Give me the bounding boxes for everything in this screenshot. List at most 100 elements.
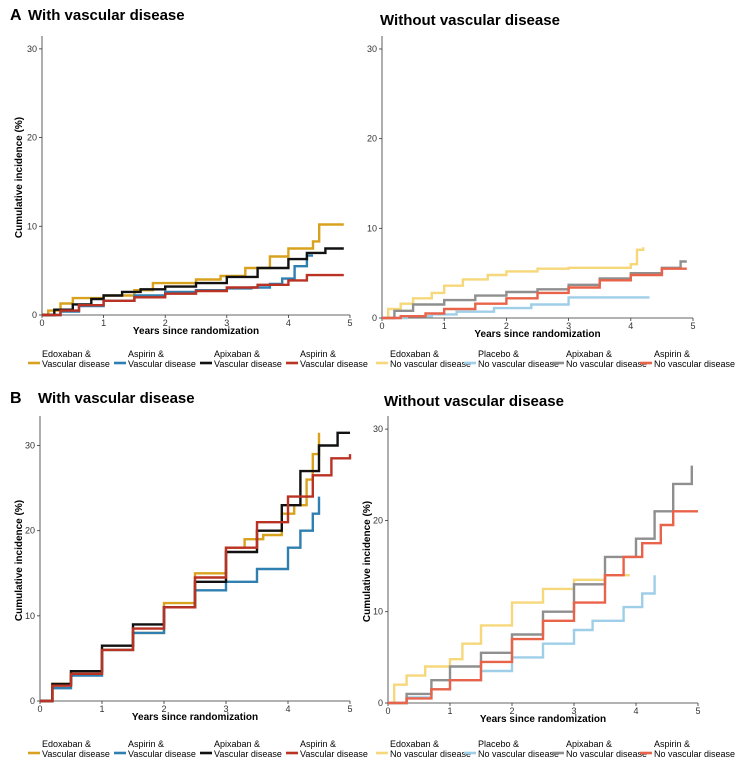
legend-label-line2: No vascular disease (390, 749, 471, 759)
chart-b1-series-4-line (40, 454, 352, 703)
chart-b1-x-label: Years since randomization (132, 712, 258, 723)
chart-a2-x-tick-label: 2 (504, 321, 509, 331)
legend-label-line1: Placebo & (478, 739, 519, 749)
chart-b1-y-tick-label: 20 (25, 526, 35, 536)
chart-a1-title: With vascular disease (28, 7, 185, 24)
chart-a2-x-tick-label: 3 (566, 321, 571, 331)
chart-a1: With vascular disease 0 10 20 30 0 1 2 3 4 5 Years … (14, 7, 353, 337)
chart-b2-y-tick-label: 30 (373, 424, 383, 434)
chart-b2-x-tick-label: 2 (509, 706, 514, 716)
chart-b2-x-label: Years since randomization (480, 714, 606, 725)
chart-b1-x-tick-label: 1 (99, 704, 104, 714)
chart-b1-x-tick-label: 0 (37, 704, 42, 714)
chart-a2: Without vascular disease 0 10 20 30 0 1 2 3 4 5 Yea… (367, 12, 696, 340)
chart-a2-x-label: Years since randomization (474, 329, 600, 340)
legend-label-line2: Vascular disease (300, 749, 368, 759)
panel-b-letter: B (10, 390, 22, 407)
chart-b1-y-tick-label: 10 (25, 611, 35, 621)
chart-a2-series-2-line (382, 296, 650, 320)
chart-a2-y-tick-label: 10 (367, 223, 377, 233)
legend-label-line1: Edoxaban & (42, 349, 91, 359)
legend-label-line1: Placebo & (478, 349, 519, 359)
chart-a1-x-tick-label: 5 (347, 318, 352, 328)
chart-a2-title: Without vascular disease (380, 12, 560, 29)
legend-label-line2: Vascular disease (214, 749, 282, 759)
legend-label-line2: No vascular disease (566, 359, 647, 369)
chart-b1-series-3-line (40, 431, 350, 703)
chart-b1-y-label: Cumulative incidence (%) (14, 500, 25, 621)
chart-b2-x-tick-label: 5 (695, 706, 700, 716)
legend-label-line2: Vascular disease (214, 359, 282, 369)
legend-label-line1: Aspirin & (654, 349, 690, 359)
chart-a2-x-tick-label: 0 (379, 321, 384, 331)
chart-a1-series-4-line (42, 273, 344, 317)
chart-a1-y-tick-label: 30 (27, 44, 37, 54)
legend-label-line2: No vascular disease (478, 749, 559, 759)
legend-label-line2: Vascular disease (128, 749, 196, 759)
chart-b1-series-1-line (40, 432, 321, 703)
legend-label-line1: Aspirin & (128, 739, 164, 749)
chart-b2-y-tick-label: 0 (378, 698, 383, 708)
chart-a1-x-tick-label: 0 (39, 318, 44, 328)
chart-b2-y-tick-label: 20 (373, 515, 383, 525)
chart-a2-x-tick-label: 4 (628, 321, 633, 331)
legend-label-line2: No vascular disease (566, 749, 647, 759)
legend-label-line1: Edoxaban & (390, 349, 439, 359)
chart-a2-y-tick-label: 0 (372, 313, 377, 323)
chart-b2-series-1-line (388, 574, 630, 705)
legend-label-line1: Apixaban & (214, 739, 260, 749)
chart-a2-series-3-line (382, 260, 687, 320)
legend-label-line2: Vascular disease (42, 749, 110, 759)
legend-label-line2: Vascular disease (42, 359, 110, 369)
chart-a1-y-tick-label: 0 (32, 310, 37, 320)
chart-a2-x-tick-label: 1 (442, 321, 447, 331)
chart-b1-x-tick-label: 4 (285, 704, 290, 714)
chart-a2-y-tick-label: 30 (367, 44, 377, 54)
chart-b2-y-tick-label: 10 (373, 607, 383, 617)
chart-b2: Without vascular disease 0 10 20 30 0 1 2 3 4 5 Yea… (362, 393, 701, 725)
legend-label-line2: Vascular disease (128, 359, 196, 369)
chart-a1-x-tick-label: 3 (224, 318, 229, 328)
chart-b1-x-tick-label: 5 (347, 704, 352, 714)
chart-b1-y-tick-label: 30 (25, 441, 35, 451)
legend-label-line2: No vascular disease (390, 359, 471, 369)
chart-a2-series-4-line (382, 267, 687, 320)
legend-label-line2: No vascular disease (654, 749, 735, 759)
legend-label-line1: Apixaban & (566, 349, 612, 359)
legend-label-line2: No vascular disease (654, 359, 735, 369)
chart-a1-y-label: Cumulative incidence (%) (14, 117, 25, 238)
legend-label-line1: Aspirin & (654, 739, 690, 749)
chart-b2-series-4-line (388, 510, 698, 705)
chart-b2-x-tick-label: 4 (633, 706, 638, 716)
chart-a1-x-tick-label: 1 (101, 318, 106, 328)
legend-label-line2: No vascular disease (478, 359, 559, 369)
chart-a1-y-tick-label: 20 (27, 133, 37, 143)
chart-a1-x-tick-label: 4 (286, 318, 291, 328)
chart-a2-y-tick-label: 20 (367, 134, 377, 144)
chart-b1-x-tick-label: 3 (223, 704, 228, 714)
chart-b1-title: With vascular disease (38, 390, 195, 407)
legend-label-line1: Aspirin & (300, 349, 336, 359)
chart-a1-x-tick-label: 2 (163, 318, 168, 328)
chart-a2-series-1-line (382, 247, 645, 320)
legend-label-line1: Aspirin & (128, 349, 164, 359)
chart-a1-y-tick-label: 10 (27, 221, 37, 231)
chart-a1-x-label: Years since randomization (133, 326, 259, 337)
chart-b2-y-label: Cumulative incidence (%) (362, 501, 373, 622)
chart-b2-title: Without vascular disease (384, 393, 564, 410)
chart-b1: With vascular disease 0 10 20 30 0 1 2 3 4 5 Years … (14, 390, 353, 723)
legend-label-line1: Edoxaban & (42, 739, 91, 749)
legend-label-line1: Aspirin & (300, 739, 336, 749)
chart-a1-series-1-line (42, 223, 344, 317)
chart-b2-x-tick-label: 0 (385, 706, 390, 716)
legend-label-line1: Edoxaban & (390, 739, 439, 749)
chart-b1-y-tick-label: 0 (30, 696, 35, 706)
chart-b2-x-tick-label: 3 (571, 706, 576, 716)
legend-label-line1: Apixaban & (566, 739, 612, 749)
legend-label-line2: Vascular disease (300, 359, 368, 369)
